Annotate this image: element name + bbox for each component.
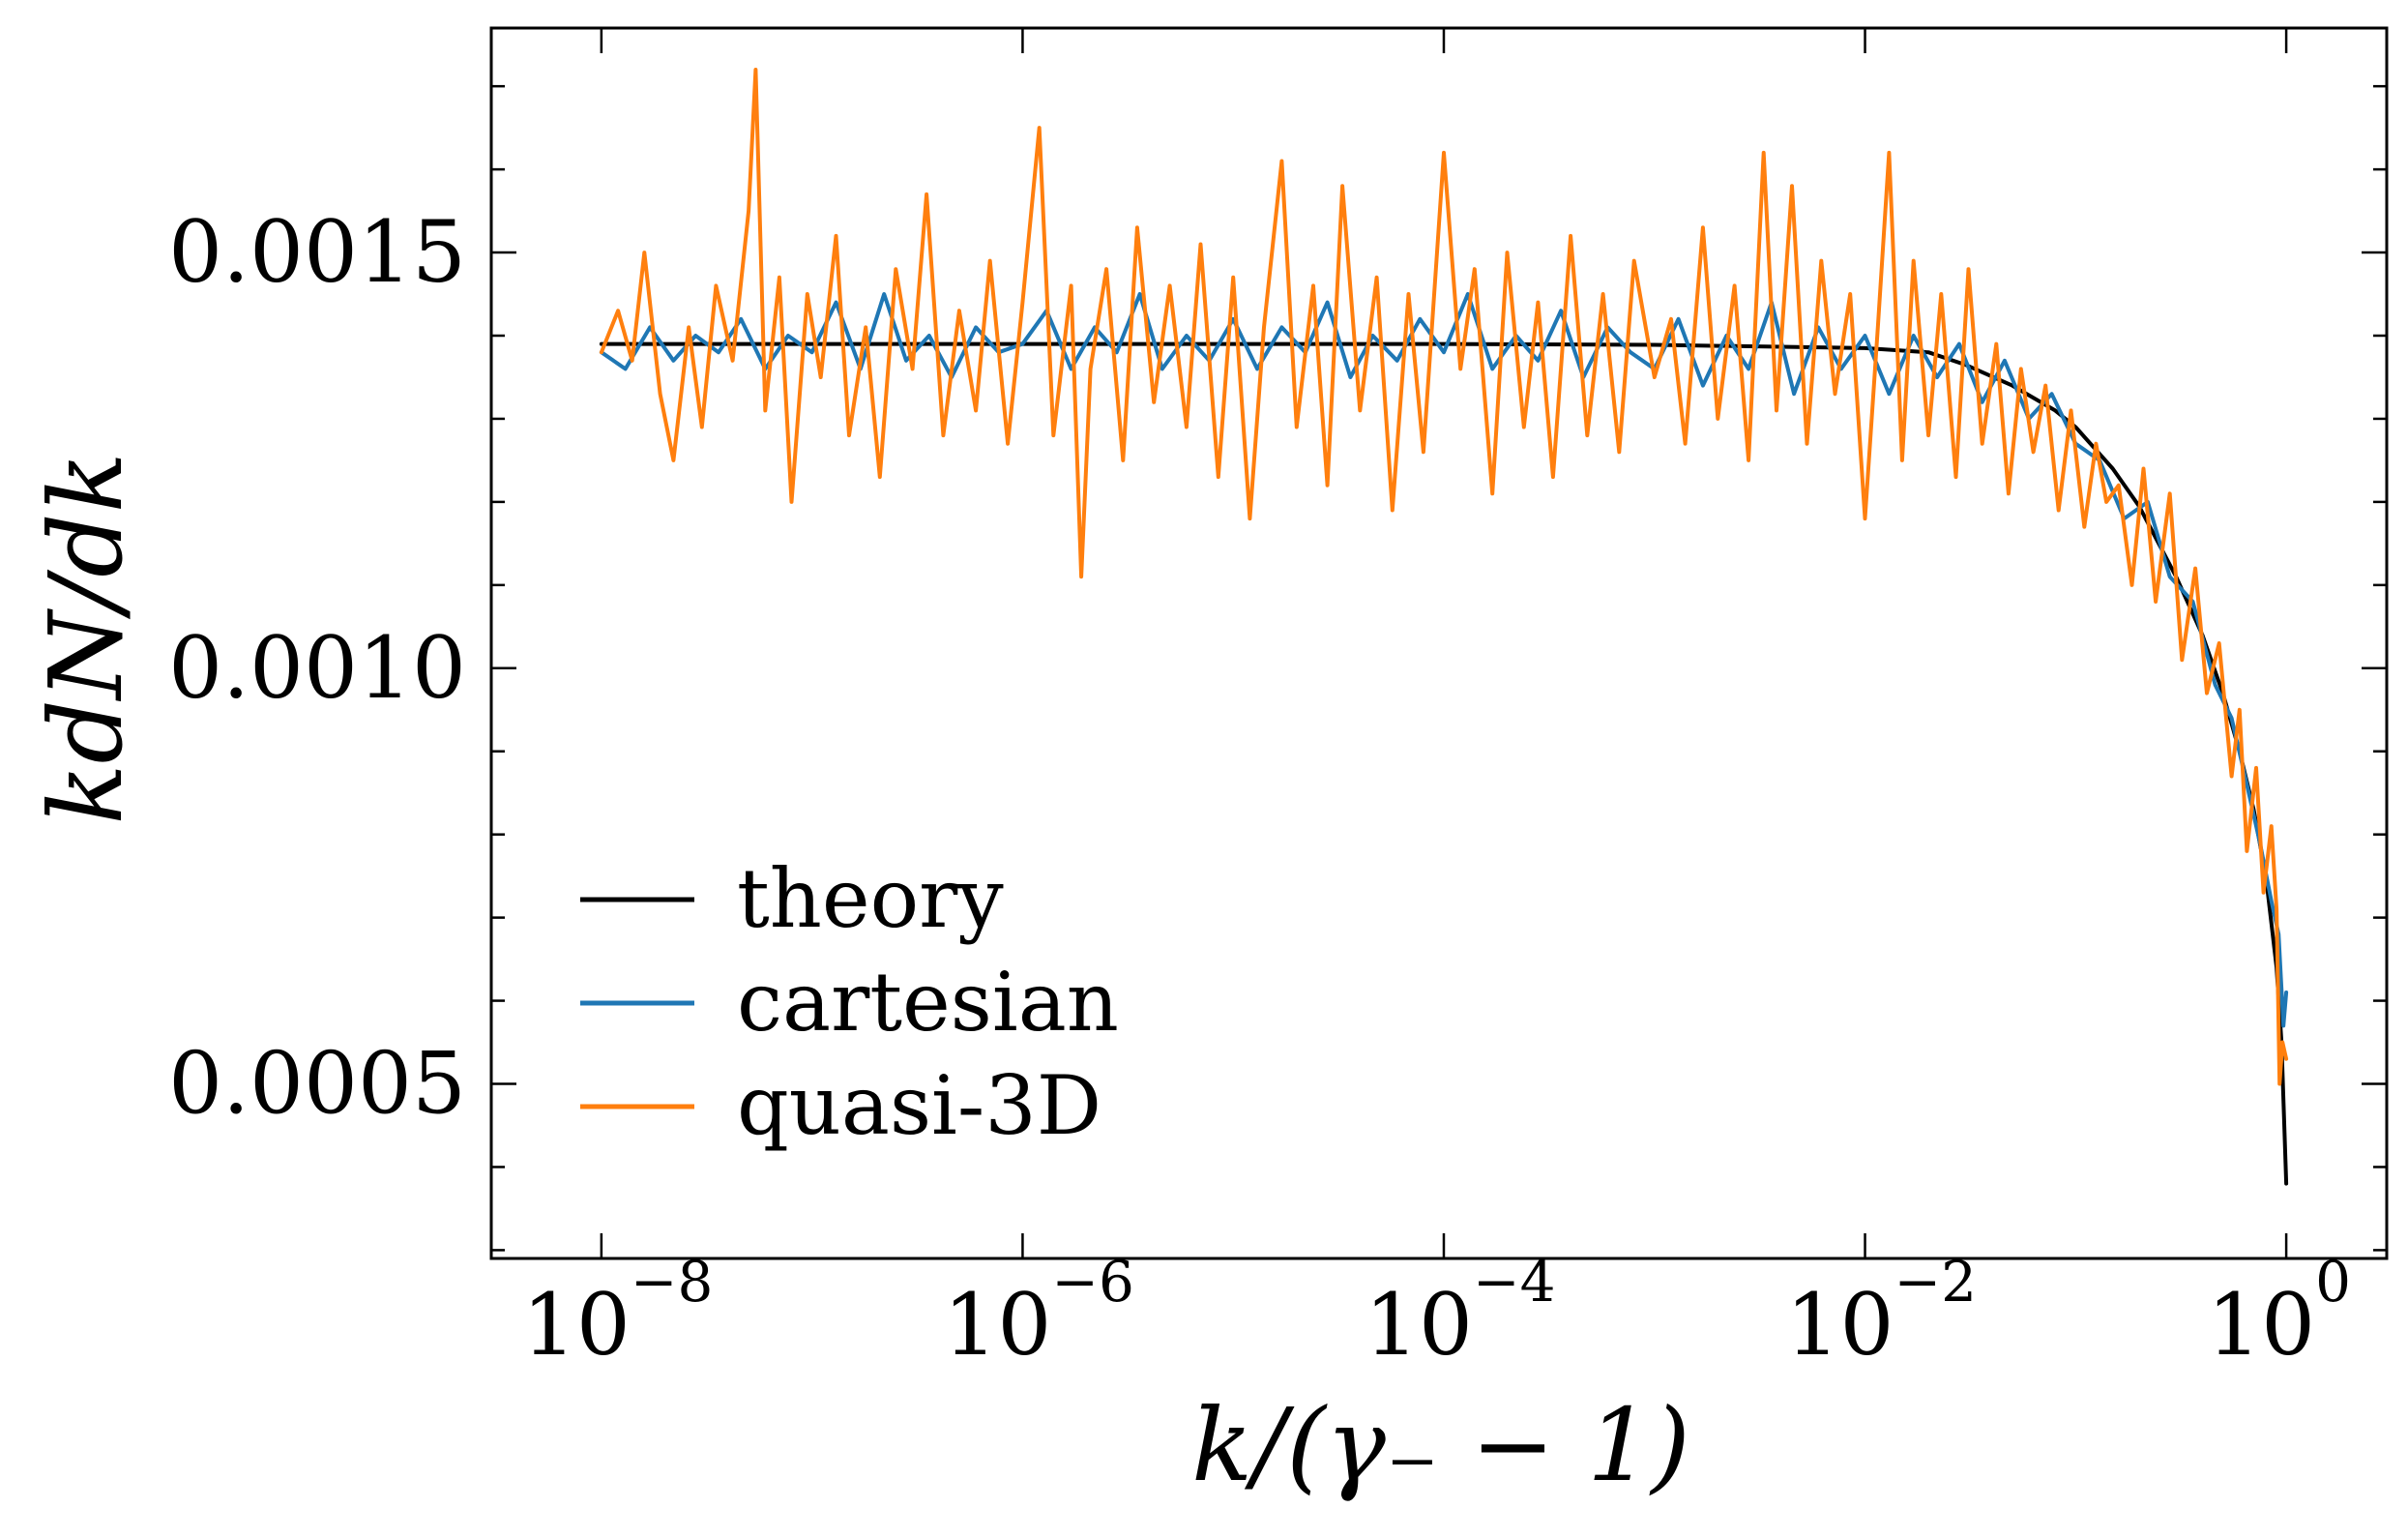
svg-text:−4: −4 — [1473, 1249, 1556, 1315]
plot-frame — [489, 26, 2389, 1260]
svg-text:10: 10 — [522, 1275, 631, 1375]
y-tick-label: 0.0010 — [168, 618, 466, 718]
legend: theory cartesian quasi-3D — [580, 851, 1119, 1153]
y-tick-labels: 0.0005 0.0010 0.0015 — [168, 202, 466, 1133]
svg-text:0: 0 — [2315, 1249, 2351, 1315]
legend-label-cartesian: cartesian — [737, 955, 1119, 1050]
tick-layer — [491, 28, 2387, 1258]
legend-label-quasi-3d: quasi-3D — [737, 1058, 1101, 1153]
y-tick-label: 0.0015 — [168, 202, 466, 302]
x-tick-label: 10 −2 — [1786, 1249, 1977, 1375]
svg-text:−6: −6 — [1051, 1249, 1134, 1315]
series-line-cartesian — [599, 292, 2289, 1028]
series-layer — [599, 68, 2289, 1186]
y-axis-title: kdN/dk — [27, 452, 145, 824]
y-tick-label: 0.0005 — [168, 1034, 466, 1134]
x-tick-label: 10 −6 — [943, 1249, 1133, 1375]
svg-text:−8: −8 — [631, 1249, 714, 1315]
x-tick-label: 10 −4 — [1365, 1249, 1555, 1375]
series-line-quasi-3d — [599, 68, 2289, 1086]
x-tick-labels: 10 −8 10 −6 10 −4 10 −2 10 0 — [522, 1249, 2351, 1375]
svg-text:10: 10 — [943, 1275, 1051, 1375]
svg-text:10: 10 — [1365, 1275, 1473, 1375]
svg-text:10: 10 — [2207, 1275, 2315, 1375]
svg-text:10: 10 — [1786, 1275, 1894, 1375]
x-tick-label: 10 0 — [2207, 1249, 2351, 1375]
x-axis-title: k/(γ₋ − 1) — [1191, 1386, 1690, 1504]
legend-label-theory: theory — [737, 851, 1004, 946]
x-tick-label: 10 −8 — [522, 1249, 713, 1375]
svg-text:−2: −2 — [1894, 1249, 1978, 1315]
